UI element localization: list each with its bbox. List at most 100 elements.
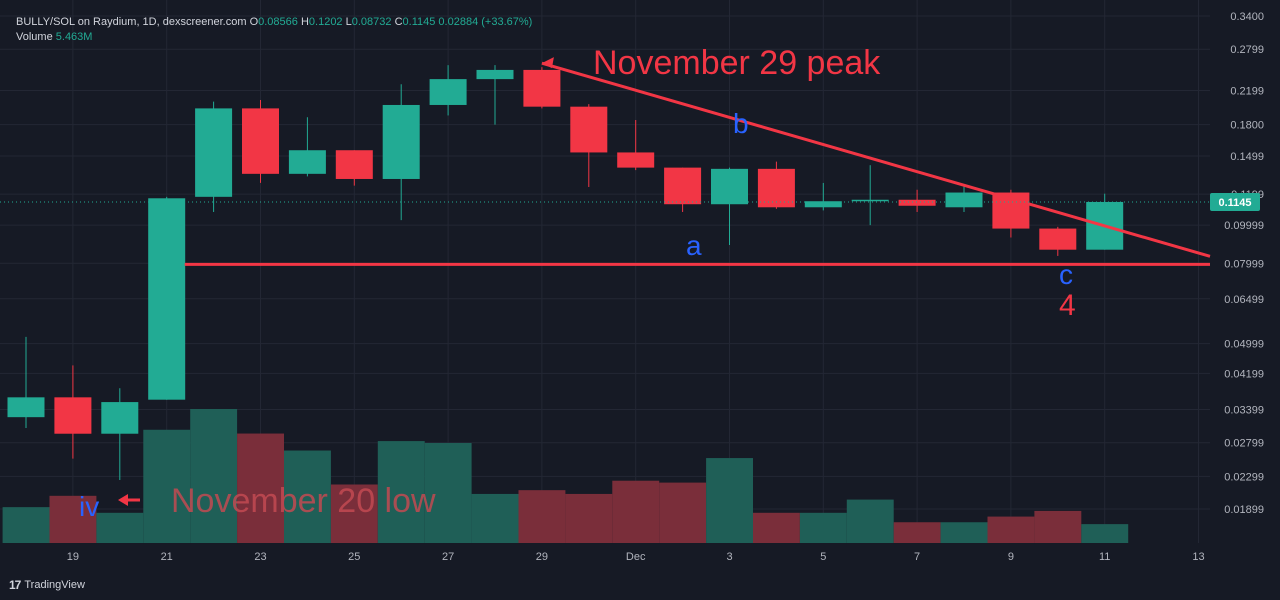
- candle-body: [148, 198, 186, 400]
- volume-bar: [753, 512, 800, 543]
- tradingview-logo-icon: 17: [9, 578, 21, 592]
- candle-body: [288, 150, 326, 174]
- open-label: O: [249, 16, 259, 28]
- candle-body: [523, 69, 561, 107]
- volume-bar: [284, 450, 331, 543]
- volume-bar: [377, 441, 425, 543]
- change-value: 0.02884 (+33.67%): [438, 16, 533, 28]
- peak-annotation: November 29 peak: [593, 44, 881, 82]
- low-annotation: November 20 low: [171, 482, 436, 520]
- candle-body: [195, 108, 233, 197]
- candle-body: [617, 152, 655, 168]
- trend-arrow-head: [541, 57, 554, 69]
- volume-bar: [190, 409, 238, 543]
- candle-body: [898, 199, 936, 206]
- candle-body: [711, 168, 748, 205]
- candle-body: [101, 402, 139, 434]
- time-tick-label: 21: [161, 551, 173, 563]
- price-axis[interactable]: 0.34000.27990.21990.18000.14990.11990.09…: [1224, 11, 1264, 516]
- tradingview-logo[interactable]: 17 TradingView: [9, 578, 85, 592]
- candle-body: [429, 79, 467, 105]
- time-tick-label: 23: [254, 551, 266, 563]
- last-price-tag-label: 0.1145: [1218, 197, 1251, 209]
- candle-body: [804, 201, 842, 208]
- wave-label-iv: iv: [79, 491, 99, 522]
- time-axis[interactable]: 19 21 23 25 27 29 Dec 3 5 7 9 11 13: [67, 551, 1205, 563]
- price-tick-label: 0.04999: [1224, 339, 1264, 351]
- volume-bar: [424, 442, 472, 543]
- wave-label-a: a: [686, 230, 702, 261]
- volume-bar: [471, 493, 519, 543]
- price-tick-label: 0.02299: [1224, 471, 1264, 483]
- price-tick-label: 0.07999: [1224, 258, 1264, 270]
- volume-bar: [237, 433, 284, 543]
- candlesticks: [7, 65, 1124, 481]
- annotations: November 29 peak November 20 low iv a b c4: [79, 44, 1211, 522]
- volume-bar: [565, 493, 613, 543]
- close-value: 0.1145: [402, 16, 436, 28]
- candle-body: [242, 108, 279, 174]
- candle-body: [54, 397, 92, 434]
- price-tick-label: 0.2799: [1230, 44, 1264, 56]
- time-tick-label: 5: [820, 551, 826, 563]
- high-value: 0.1202: [308, 16, 343, 28]
- price-tick-label: 0.02799: [1224, 438, 1264, 450]
- volume-bar: [2, 507, 50, 543]
- candle-body: [664, 167, 702, 205]
- volume-bar: [49, 495, 97, 543]
- volume-bar: [799, 512, 847, 543]
- time-tick-label: 25: [348, 551, 360, 563]
- candle-body: [851, 199, 889, 202]
- volume-bar: [659, 482, 707, 543]
- last-price-tag: 0.1145: [0, 192, 1260, 211]
- low-value: 0.08732: [351, 16, 392, 28]
- price-tick-label: 0.01899: [1224, 504, 1264, 516]
- volume-bar: [1081, 524, 1129, 543]
- volume-bar: [96, 512, 144, 543]
- time-tick-label: 27: [442, 551, 454, 563]
- low-label: L: [345, 16, 352, 28]
- open-value: 0.08566: [258, 16, 298, 28]
- time-tick-label: 3: [726, 551, 732, 563]
- time-tick-label: 19: [67, 551, 79, 563]
- candle-body: [476, 69, 514, 80]
- last-price-tag-bg: [1210, 192, 1260, 211]
- volume-value: 5.463M: [55, 31, 93, 43]
- wave-label-b: b: [733, 108, 749, 139]
- volume-bar: [612, 480, 660, 543]
- time-tick-label: 13: [1192, 551, 1204, 563]
- time-tick-label: Dec: [626, 551, 646, 563]
- price-tick-label: 0.03399: [1224, 405, 1264, 417]
- volume-bar: [706, 458, 753, 543]
- close-label: C: [394, 16, 403, 28]
- volume-bar: [1034, 510, 1082, 543]
- volume-label: Volume: [16, 31, 53, 43]
- volume-bar: [940, 522, 988, 543]
- time-tick-label: 9: [1008, 551, 1014, 563]
- low-arrow-head: [118, 494, 128, 506]
- price-tick-label: 0.09999: [1224, 220, 1264, 232]
- volume-bars: [2, 409, 1129, 543]
- candle-body: [335, 150, 373, 179]
- volume-bar: [893, 522, 941, 543]
- trend-line: [541, 61, 1211, 258]
- tradingview-logo-text: TradingView: [24, 579, 85, 591]
- time-tick-label: 7: [914, 551, 920, 563]
- time-tick-label: 11: [1099, 551, 1110, 563]
- candle-body: [7, 397, 45, 418]
- volume-bar: [987, 516, 1035, 543]
- candle-body: [757, 168, 795, 208]
- price-tick-label: 0.3400: [1230, 11, 1264, 23]
- candle-body: [1039, 228, 1077, 250]
- volume-bar: [518, 490, 566, 543]
- volume-bar: [846, 499, 894, 543]
- volume-bar: [143, 429, 191, 543]
- high-label: H: [300, 16, 309, 28]
- wave-label-c: c: [1059, 259, 1073, 290]
- price-tick-label: 0.1800: [1230, 120, 1264, 132]
- price-tick-label: 0.2199: [1230, 85, 1264, 97]
- symbol-title[interactable]: BULLY/SOL on Raydium, 1D, dexscreener.co…: [16, 16, 247, 28]
- price-tick-label: 0.06499: [1224, 294, 1264, 306]
- volume-bar: [330, 484, 378, 543]
